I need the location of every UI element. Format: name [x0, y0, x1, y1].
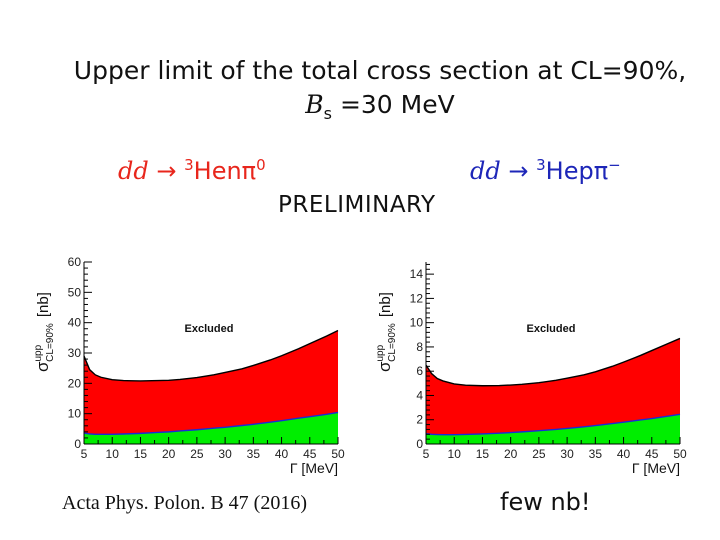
y-tick-label: 2: [416, 413, 423, 427]
x-tick-label: 20: [504, 447, 518, 461]
y-label-sigma: σ: [33, 361, 52, 372]
y-tick-label: 0: [416, 437, 423, 451]
x-axis-label: Γ [MeV]: [290, 460, 338, 476]
reaction-right-products: Hepπ: [545, 157, 609, 185]
y-tick-label: 20: [68, 376, 82, 390]
x-tick-label: 15: [134, 447, 148, 461]
x-tick-label: 45: [645, 447, 659, 461]
x-tick-label: 40: [617, 447, 631, 461]
y-tick-label: 0: [74, 437, 81, 451]
chart-1: 5 10 15 20 25 30 35 40 45 50 0 10 20 30 40 50 60 Excluded…: [33, 255, 345, 476]
excluded-region: [426, 338, 680, 435]
reaction-right: dd → 3Hepπ−: [470, 156, 621, 185]
y-tick-label: 30: [68, 346, 82, 360]
lower-band-region: [84, 412, 338, 444]
preliminary-label: PRELIMINARY: [278, 192, 436, 218]
x-tick-label: 50: [331, 447, 345, 461]
reaction-left-mass: 3: [184, 156, 194, 174]
lower-band-line: [83, 411, 339, 435]
y-axis-label: σuppCL=90% [nb]: [375, 292, 398, 372]
x-tick-label: 30: [560, 447, 574, 461]
bs-subscript: s: [323, 104, 332, 123]
x-tick-label: 40: [275, 447, 289, 461]
lower-band-line: [425, 413, 681, 436]
y-label-sup: upp: [33, 344, 44, 361]
y-label-sub: CL=90%: [45, 323, 56, 362]
x-tick-label: 5: [423, 447, 430, 461]
y-label-sup: upp: [375, 344, 386, 361]
bs-value: =30 MeV: [332, 90, 455, 119]
reaction-right-mass: 3: [536, 156, 546, 174]
slide-title-line1: Upper limit of the total cross section a…: [73, 56, 687, 85]
y-tick-label: 6: [416, 364, 423, 378]
x-tick-label: 45: [303, 447, 317, 461]
y-label-unit: [nb]: [35, 292, 52, 317]
x-tick-label: 35: [247, 447, 261, 461]
x-tick-label: 10: [106, 447, 120, 461]
y-tick-label: 40: [68, 316, 82, 330]
y-tick-label: 8: [416, 340, 423, 354]
y-tick-label: 60: [68, 255, 82, 269]
reaction-right-prefix: dd: [470, 157, 501, 185]
x-tick-label: 20: [162, 447, 176, 461]
reaction-left: dd → 3Henπ0: [118, 156, 266, 185]
x-tick-label: 30: [218, 447, 232, 461]
chart-2: 5 10 15 20 25 30 35 40 45 50 0 2 4 6 8 10 12 14 Excluded Γ …: [375, 262, 687, 476]
upper-limit-line: [83, 329, 339, 382]
reaction-right-charge: −: [608, 156, 621, 174]
reaction-right-arrow: →: [500, 157, 537, 185]
lower-band-region: [426, 414, 680, 444]
excluded-region: [84, 330, 338, 435]
excluded-label: Excluded: [185, 323, 234, 335]
y-tick-label: 10: [68, 407, 82, 421]
y-tick-label: 12: [410, 291, 424, 305]
y-label-sub: CL=90%: [387, 323, 398, 362]
bs-symbol: B: [305, 90, 324, 119]
x-tick-label: 10: [448, 447, 462, 461]
y-tick-label: 10: [410, 316, 424, 330]
reaction-left-charge: 0: [256, 156, 266, 174]
x-tick-label: 50: [673, 447, 687, 461]
few-nb-note: few nb!: [500, 488, 591, 516]
y-label-unit: [nb]: [377, 292, 394, 317]
reaction-left-prefix: dd: [118, 157, 149, 185]
x-tick-label: 5: [81, 447, 88, 461]
citation: Acta Phys. Polon. B 47 (2016): [62, 492, 307, 514]
x-tick-label: 35: [589, 447, 603, 461]
excluded-label: Excluded: [527, 323, 576, 335]
x-tick-label: 25: [190, 447, 204, 461]
y-label-sigma: σ: [375, 361, 394, 372]
y-tick-label: 4: [416, 388, 423, 402]
y-axis-label: σuppCL=90% [nb]: [33, 292, 56, 372]
y-tick-label: 50: [68, 285, 82, 299]
x-axis-label: Γ [MeV]: [632, 460, 680, 476]
x-tick-label: 25: [532, 447, 546, 461]
upper-limit-line: [425, 337, 681, 387]
reaction-left-arrow: →: [148, 157, 185, 185]
x-tick-label: 15: [476, 447, 490, 461]
reaction-left-products: Henπ: [193, 157, 257, 185]
slide-title-line2: Bs =30 MeV: [20, 90, 720, 123]
y-tick-label: 14: [410, 267, 424, 281]
